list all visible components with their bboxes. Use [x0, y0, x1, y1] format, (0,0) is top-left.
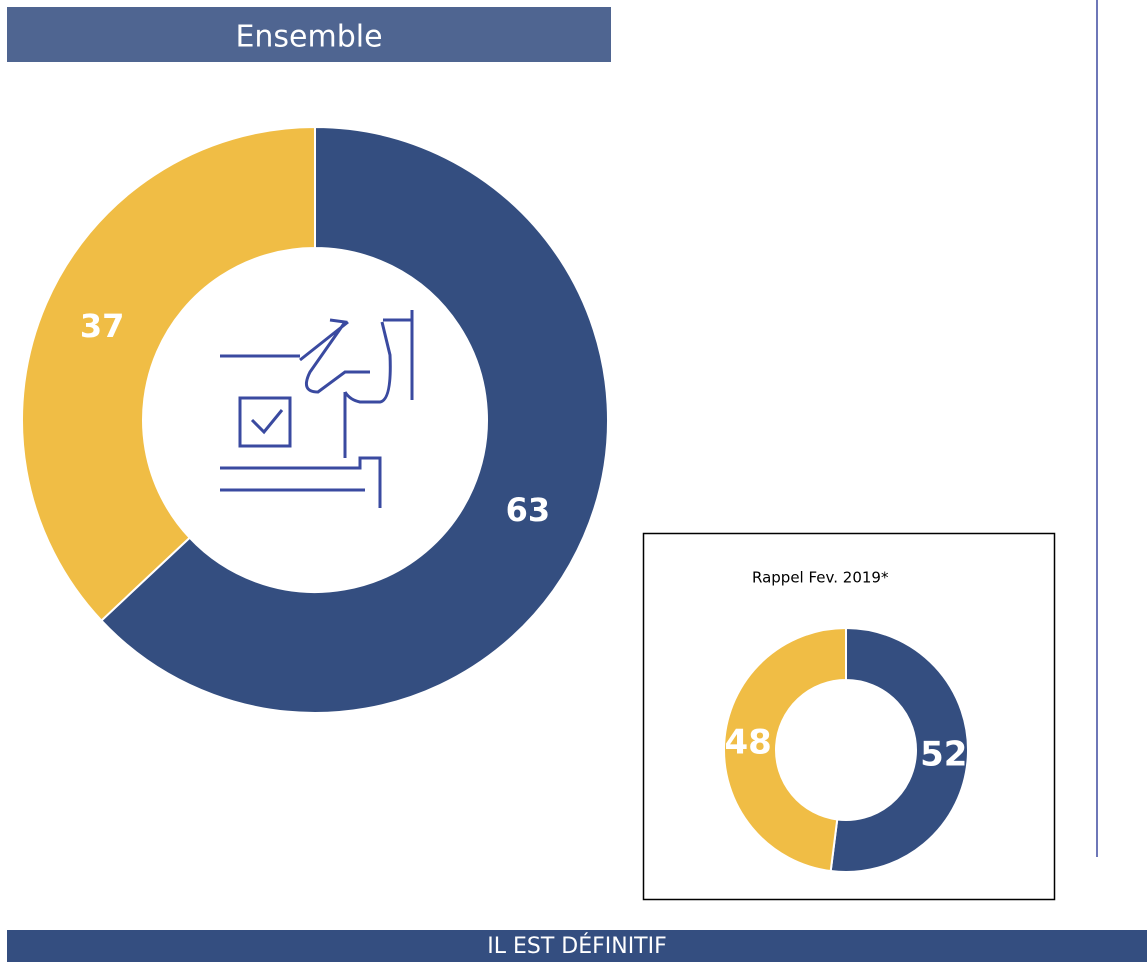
donut-slice	[99, 125, 609, 714]
inset-title: Rappel Fev. 2019*	[752, 569, 889, 587]
footer-band	[7, 930, 1147, 962]
data-label: 63	[506, 491, 551, 529]
ballot-icon	[220, 310, 414, 508]
data-label: 48	[725, 722, 772, 762]
data-label: 37	[80, 307, 125, 345]
chart-title: Ensemble	[235, 20, 382, 55]
donut-marks: 63 37 52 48	[21, 125, 969, 873]
footer: IL EST DÉFINITIF	[487, 933, 667, 959]
header-band	[7, 7, 611, 62]
data-label: 52	[920, 735, 967, 775]
donut-slice	[723, 626, 847, 873]
donut-slice	[829, 626, 969, 873]
donut-slice	[21, 125, 316, 622]
